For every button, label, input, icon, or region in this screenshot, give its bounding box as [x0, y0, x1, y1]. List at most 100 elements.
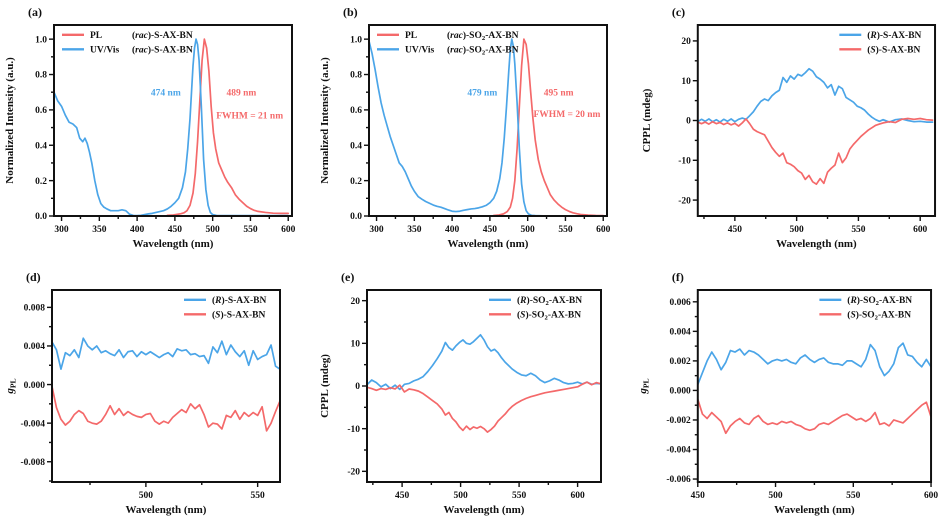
legend-label: (R)-SO2-AX-BN	[517, 295, 582, 307]
chart-canvas-b: 300 350 400 450 500 550 600 0.0 0.2 0.4 0.6 0.8 1.0 W…	[319, 5, 611, 250]
y-tick-label: 0.000	[24, 381, 46, 391]
series-line-0	[52, 337, 280, 370]
annotation: 479 nm	[467, 89, 497, 99]
y-tick-label: 0.8	[35, 71, 47, 81]
chart-canvas-a: 300 350 400 450 500 550 600 0.0 0.2 0.4 0.6 0.8 1.0 W…	[4, 5, 296, 250]
chart-canvas-d: 500 550 -0.008 -0.004 0.000 0.004 0.008 Wavelen…	[4, 270, 281, 516]
legend-prefix: PL	[405, 31, 417, 41]
y-tick-label: -0.004	[20, 419, 45, 429]
series-group	[367, 333, 601, 433]
x-tick-label: 600	[570, 491, 585, 501]
legend-label: (rac)-S-AX-BN	[132, 45, 193, 56]
panel-letter: (b)	[343, 5, 358, 19]
panel-d: 500 550 -0.008 -0.004 0.000 0.004 0.008 Wavelen…	[0, 262, 315, 525]
x-tick-label: 500	[139, 491, 154, 501]
panel-c: 450 500 550 600 -20 -10 0 10 20 Wavelength (nm) CP…	[630, 0, 944, 262]
y-axis-title: gPL	[4, 378, 18, 394]
x-axis-title: Wavelength (nm)	[126, 504, 207, 516]
x-tick-label: 500	[768, 491, 782, 501]
axis-ticks	[364, 38, 604, 221]
plot-border	[368, 24, 608, 217]
series-line-1	[367, 381, 601, 433]
y-tick-label: 10	[681, 77, 691, 87]
x-tick-label: 450	[483, 225, 498, 235]
series-line-1	[697, 398, 932, 435]
x-tick-label: 300	[54, 225, 69, 235]
y-tick-label: -10	[678, 156, 691, 166]
y-axis-title: CPPL (mdeg)	[319, 354, 331, 418]
x-axis-title: Wavelength (nm)	[133, 238, 214, 250]
x-tick-label: 350	[407, 225, 422, 235]
y-tick-label: 0.004	[670, 328, 692, 338]
legend: PL (rac)-S-AX-BN UV/Vis (rac)-S-AX-BN	[62, 30, 193, 56]
x-tick-label: 400	[445, 225, 460, 235]
series-group	[697, 342, 932, 435]
legend-label: (S)-SO2-AX-BN	[847, 309, 911, 321]
x-tick-label: 450	[691, 491, 705, 501]
legend: (R)-S-AX-BN (S)-S-AX-BN	[839, 30, 922, 56]
y-tick-label: 0.6	[35, 106, 47, 116]
panel-b: 300 350 400 450 500 550 600 0.0 0.2 0.4 0.6 0.8 1.0 W…	[315, 0, 630, 262]
axis-ticks	[47, 306, 259, 487]
chart-canvas-e: 450 500 550 600 -20 -10 0 10 20 Wavelength (nm) CP…	[319, 270, 602, 516]
x-tick-label: 550	[251, 491, 266, 501]
y-tick-label: 0.006	[670, 298, 692, 308]
axis-ticks	[692, 301, 932, 487]
legend-prefix: PL	[90, 31, 102, 41]
legend: (R)-SO2-AX-BN (S)-SO2-AX-BN	[819, 295, 912, 322]
y-tick-label: -20	[347, 468, 360, 478]
legend-label: (rac)-SO2-AX-BN	[447, 45, 519, 57]
series-line-0	[166, 38, 290, 216]
series-group	[697, 67, 934, 186]
legend-prefix: UV/Vis	[90, 46, 120, 56]
legend: PL (rac)-SO2-AX-BN UV/Vis (rac)-SO2-AX-BN	[377, 30, 519, 57]
annotation: FWHM = 20 nm	[534, 110, 601, 120]
x-tick-label: 350	[92, 225, 107, 235]
x-axis-title: Wavelength (nm)	[776, 238, 857, 250]
y-tick-label: 0.008	[24, 304, 46, 314]
legend-label: (S)-SO2-AX-BN	[517, 310, 581, 322]
x-tick-label: 550	[243, 225, 258, 235]
y-tick-label: 0.2	[35, 177, 47, 187]
series-line-0	[697, 342, 932, 386]
x-tick-label: 600	[913, 225, 927, 235]
y-tick-label: -0.004	[666, 446, 691, 456]
panel-letter: (d)	[26, 270, 41, 284]
y-tick-label: 0.004	[24, 342, 46, 352]
y-tick-label: 20	[681, 37, 691, 47]
legend-label: (rac)-SO2-AX-BN	[447, 30, 519, 42]
y-tick-label: 1.0	[35, 35, 47, 45]
legend-label: (S)-S-AX-BN	[867, 44, 920, 55]
series-line-0	[492, 38, 605, 216]
series-group	[52, 337, 280, 432]
panel-a: 300 350 400 450 500 550 600 0.0 0.2 0.4 0.6 0.8 1.0 W…	[0, 0, 315, 262]
y-tick-label: 0.000	[670, 387, 692, 397]
series-line-1	[697, 117, 934, 186]
y-axis-title: CPPL (mdeg)	[641, 88, 653, 152]
chart-canvas-f: 450 500 550 600 -0.006 -0.004 -0.002 0.000 0.002…	[637, 270, 938, 516]
x-axis-title: Wavelength (nm)	[774, 504, 855, 516]
chart-canvas-c: 450 500 550 600 -20 -10 0 10 20 Wavelength (nm) CP…	[641, 5, 937, 250]
y-tick-label: -0.002	[666, 416, 691, 426]
series-line-1	[369, 38, 605, 216]
y-tick-label: -20	[678, 196, 691, 206]
y-tick-label: 1.0	[350, 35, 362, 45]
x-axis-title: Wavelength (nm)	[448, 238, 529, 250]
series-group	[369, 38, 605, 216]
series-group	[54, 38, 290, 216]
axis-ticks	[362, 299, 579, 487]
y-tick-label: -0.006	[666, 475, 691, 485]
x-tick-label: 400	[130, 225, 145, 235]
y-tick-label: -0.008	[20, 458, 45, 468]
x-tick-label: 500	[790, 225, 804, 235]
x-tick-label: 600	[281, 225, 296, 235]
legend-label: (R)-S-AX-BN	[212, 295, 267, 306]
y-tick-label: 0.002	[670, 357, 692, 367]
legend: (R)-S-AX-BN (S)-S-AX-BN	[184, 295, 267, 321]
series-line-0	[697, 67, 934, 123]
series-line-0	[367, 333, 601, 391]
y-axis-title: gPL	[637, 378, 650, 394]
y-tick-label: 0.0	[35, 212, 47, 222]
y-tick-label: 20	[351, 297, 361, 307]
